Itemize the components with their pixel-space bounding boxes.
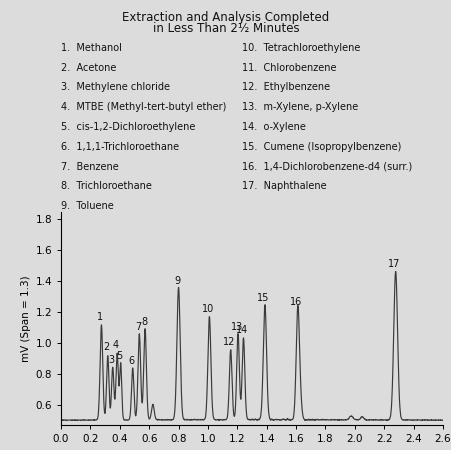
Text: 16.  1,4-Dichlorobenzene-d4 (surr.): 16. 1,4-Dichlorobenzene-d4 (surr.) [241, 162, 411, 171]
Text: 13.  m-Xylene, p-Xylene: 13. m-Xylene, p-Xylene [241, 102, 357, 112]
Text: 6: 6 [128, 356, 134, 366]
Text: 14: 14 [235, 325, 248, 335]
Text: 6.  1,1,1-Trichloroethane: 6. 1,1,1-Trichloroethane [61, 142, 179, 152]
Text: 17.  Naphthalene: 17. Naphthalene [241, 181, 326, 191]
Text: in Less Than 2½ Minutes: in Less Than 2½ Minutes [152, 22, 299, 35]
Text: 1: 1 [97, 312, 103, 322]
Text: 2.  Acetone: 2. Acetone [61, 63, 116, 72]
Text: 16: 16 [290, 297, 302, 307]
Text: 8.  Trichloroethane: 8. Trichloroethane [61, 181, 152, 191]
Text: 4.  MTBE (Methyl-tert-butyl ether): 4. MTBE (Methyl-tert-butyl ether) [61, 102, 226, 112]
Y-axis label: mV (Span = 1.3): mV (Span = 1.3) [21, 275, 31, 362]
Text: 14.  o-Xylene: 14. o-Xylene [241, 122, 305, 132]
Text: 12: 12 [223, 338, 235, 347]
Text: 17: 17 [387, 259, 400, 269]
Text: 5: 5 [116, 351, 122, 361]
Text: 8: 8 [141, 317, 147, 327]
Text: 10.  Tetrachloroethylene: 10. Tetrachloroethylene [241, 43, 359, 53]
Text: 1.  Methanol: 1. Methanol [61, 43, 122, 53]
Text: 9: 9 [174, 276, 180, 286]
Text: 9.  Toluene: 9. Toluene [61, 201, 114, 211]
Text: 4: 4 [113, 340, 119, 350]
Text: 5.  cis-1,2-Dichloroethylene: 5. cis-1,2-Dichloroethylene [61, 122, 195, 132]
Text: 3.  Methylene chloride: 3. Methylene chloride [61, 82, 170, 92]
Text: 7: 7 [135, 322, 141, 332]
Text: Extraction and Analysis Completed: Extraction and Analysis Completed [122, 11, 329, 24]
Text: 2: 2 [103, 342, 110, 352]
Text: 15.  Cumene (Isopropylbenzene): 15. Cumene (Isopropylbenzene) [241, 142, 400, 152]
Text: 13: 13 [230, 322, 243, 332]
Text: 12.  Ethylbenzene: 12. Ethylbenzene [241, 82, 329, 92]
Text: 3: 3 [108, 355, 115, 365]
Text: 15: 15 [257, 293, 269, 303]
Text: 7.  Benzene: 7. Benzene [61, 162, 119, 171]
Text: 11.  Chlorobenzene: 11. Chlorobenzene [241, 63, 336, 72]
Text: 10: 10 [202, 304, 214, 315]
